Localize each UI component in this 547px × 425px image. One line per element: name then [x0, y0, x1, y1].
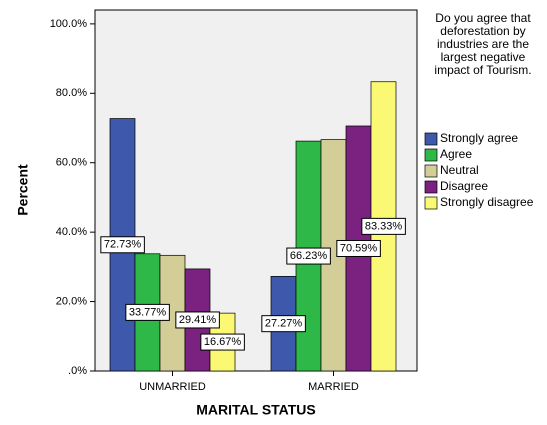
data-label: 66.23% [286, 247, 331, 265]
data-label-box [125, 303, 170, 321]
data-label-box [361, 217, 406, 235]
y-axis-label: Percent [15, 164, 31, 216]
data-label-text: 33.77% [129, 306, 167, 318]
data-label: 16.67% [200, 333, 245, 351]
data-label-text: 66.23% [290, 250, 328, 262]
data-label-text: 83.33% [365, 220, 403, 232]
data-label: 29.41% [175, 311, 220, 329]
data-label-box [261, 315, 306, 333]
legend-swatch [424, 196, 438, 210]
data-label: 83.33% [361, 217, 406, 235]
data-label-box [100, 236, 145, 254]
legend-label: Disagree [440, 179, 488, 193]
legend-label: Agree [440, 147, 472, 161]
data-label: 70.59% [336, 239, 381, 257]
data-label-box [286, 247, 331, 265]
legend-swatch [424, 132, 438, 146]
legend-swatch [424, 148, 438, 162]
y-tick-label: 100.0% [50, 18, 88, 30]
y-tick-label: 20.0% [56, 295, 87, 307]
legend-title: Do you agree that deforestation by indus… [434, 11, 532, 77]
data-label-text: 27.27% [265, 318, 303, 330]
y-tick-label: .0% [68, 365, 87, 377]
data-label-text: 70.59% [340, 242, 378, 254]
legend-label: Strongly agree [440, 131, 518, 145]
data-label: 72.73% [100, 236, 145, 254]
data-label-box [336, 239, 381, 257]
x-tick-label: UNMARRIED [139, 381, 206, 393]
y-tick-label: 80.0% [56, 87, 87, 99]
x-tick-label: MARRIED [308, 381, 359, 393]
legend-label: Neutral [440, 163, 479, 177]
legend-swatch [424, 180, 438, 194]
data-label-box [175, 311, 220, 329]
data-label: 33.77% [125, 303, 170, 321]
data-label-text: 16.67% [204, 336, 242, 348]
y-tick-label: 40.0% [56, 226, 87, 238]
legend-label: Strongly disagree [440, 195, 534, 209]
x-axis-label: MARITAL STATUS [196, 402, 316, 418]
data-label: 27.27% [261, 315, 306, 333]
data-label-text: 29.41% [179, 314, 217, 326]
data-label-text: 72.73% [104, 239, 142, 251]
legend-swatch [424, 164, 438, 178]
data-label-box [200, 333, 245, 351]
y-tick-label: 60.0% [56, 157, 87, 169]
